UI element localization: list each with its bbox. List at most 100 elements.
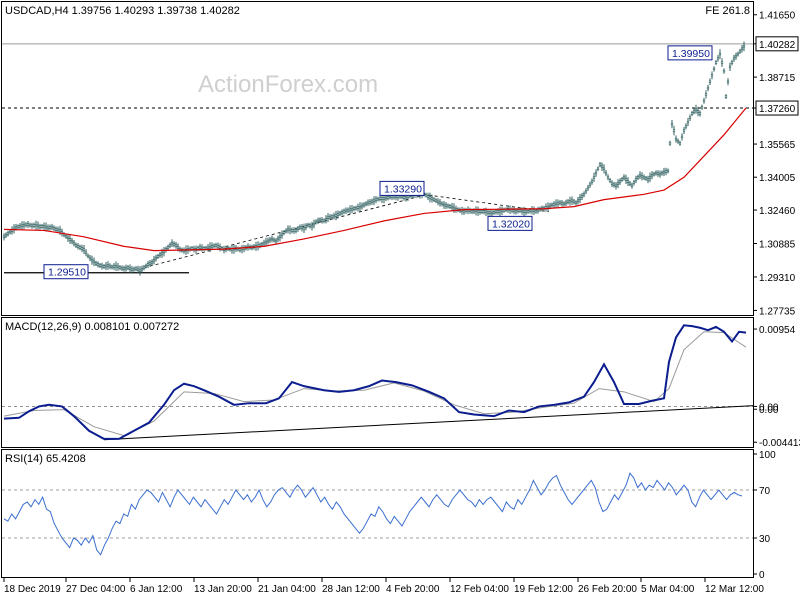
x-tick-label: 28 Jan 12:00 <box>322 584 380 595</box>
x-tick-label: 27 Dec 04:00 <box>66 584 126 595</box>
candle-body <box>646 178 650 181</box>
candle-body <box>404 195 408 199</box>
candle-body <box>238 248 242 251</box>
candle-body <box>206 246 210 250</box>
candle-body <box>572 200 576 203</box>
candle-body <box>522 210 526 213</box>
candle-body <box>384 196 388 200</box>
x-tick-label: 19 Feb 12:00 <box>514 584 573 595</box>
candle-body <box>476 210 480 213</box>
candle-body <box>92 260 96 263</box>
candle-body <box>82 248 86 251</box>
candle-body <box>96 263 100 266</box>
price-level-box <box>755 36 799 52</box>
candle-body <box>90 259 94 262</box>
candle-body <box>530 209 534 212</box>
candle-body <box>648 176 652 179</box>
candle-body <box>286 228 290 231</box>
candle-body <box>402 196 406 199</box>
candle-body <box>354 206 358 210</box>
candle-body <box>728 65 732 68</box>
candle-body <box>740 47 744 50</box>
candle-body <box>124 266 128 270</box>
candle-body <box>534 210 538 213</box>
candle-body <box>4 234 8 237</box>
candle-body <box>550 203 554 207</box>
candle-body <box>274 239 278 243</box>
candle-body <box>444 204 448 207</box>
candle-body <box>212 244 216 247</box>
candle-body <box>732 57 736 60</box>
candle-body <box>76 245 80 248</box>
rsi-y-tick-label: 70 <box>759 486 771 497</box>
candle-body <box>722 69 726 73</box>
candle-body <box>634 178 638 181</box>
candle-body <box>526 210 530 213</box>
candle-body <box>664 170 668 173</box>
candle-body <box>698 112 702 115</box>
candle-body <box>296 227 300 230</box>
candle-body <box>168 244 172 247</box>
candle-body <box>480 210 484 213</box>
candle-body <box>120 266 124 270</box>
candle-body <box>216 245 220 248</box>
rsi-panel <box>1 449 754 578</box>
price-y-tick-label: 1.40282 <box>759 40 796 51</box>
candle-body <box>344 209 348 212</box>
candle-body <box>614 184 618 187</box>
candle-body <box>166 246 170 249</box>
x-tick-label: 6 Jan 12:00 <box>130 584 183 595</box>
candle-body <box>524 210 528 213</box>
candle-body <box>174 244 178 247</box>
price-annotation-box <box>487 215 533 231</box>
candle-body <box>110 265 114 269</box>
candle-body <box>642 176 646 179</box>
candle-body <box>716 57 720 60</box>
candle-body <box>472 209 476 213</box>
candle-body <box>670 123 674 126</box>
candle-body <box>142 266 146 269</box>
candle-body <box>514 210 518 213</box>
candle-body <box>594 171 598 175</box>
candle-body <box>610 182 614 185</box>
chart-header: USDCAD,H4 1.39756 1.40293 1.39738 1.4028… <box>5 5 240 17</box>
candle-body <box>38 225 42 228</box>
candle-body <box>316 219 320 223</box>
candle-body <box>304 225 308 228</box>
candle-body <box>218 246 222 249</box>
candle-body <box>558 201 562 204</box>
candle-body <box>528 209 532 212</box>
candle-body <box>682 129 686 132</box>
candle-body <box>338 212 342 215</box>
candle-body <box>442 203 446 207</box>
candle-body <box>66 236 70 240</box>
candle-body <box>580 195 584 198</box>
candle-body <box>560 202 564 205</box>
x-tick-label: 5 Mar 04:00 <box>641 584 695 595</box>
candle-body <box>462 210 466 213</box>
candle-body <box>720 61 724 64</box>
candle-body <box>518 209 522 212</box>
candle-body <box>260 243 264 246</box>
candle-body <box>654 171 658 175</box>
candle-body <box>630 184 634 187</box>
price-y-tick-label: 1.38715 <box>759 73 796 84</box>
candle-body <box>214 244 218 247</box>
candle-body <box>436 200 440 203</box>
candle-body <box>486 211 490 214</box>
candle-body <box>28 223 32 227</box>
candle-body <box>94 262 98 265</box>
candle-body <box>132 268 136 271</box>
macd-y-tick-label: -0.004413 <box>759 438 800 449</box>
candle-body <box>564 201 568 204</box>
candle-body <box>660 171 664 175</box>
candle-body <box>318 218 322 221</box>
price-y-tick-label: 1.32460 <box>759 206 796 217</box>
candle-body <box>262 242 266 245</box>
candle-body <box>494 210 498 213</box>
candle-body <box>584 189 588 193</box>
price-annotation-box <box>379 180 425 196</box>
candle-body <box>104 264 108 268</box>
candle-body <box>334 214 338 217</box>
